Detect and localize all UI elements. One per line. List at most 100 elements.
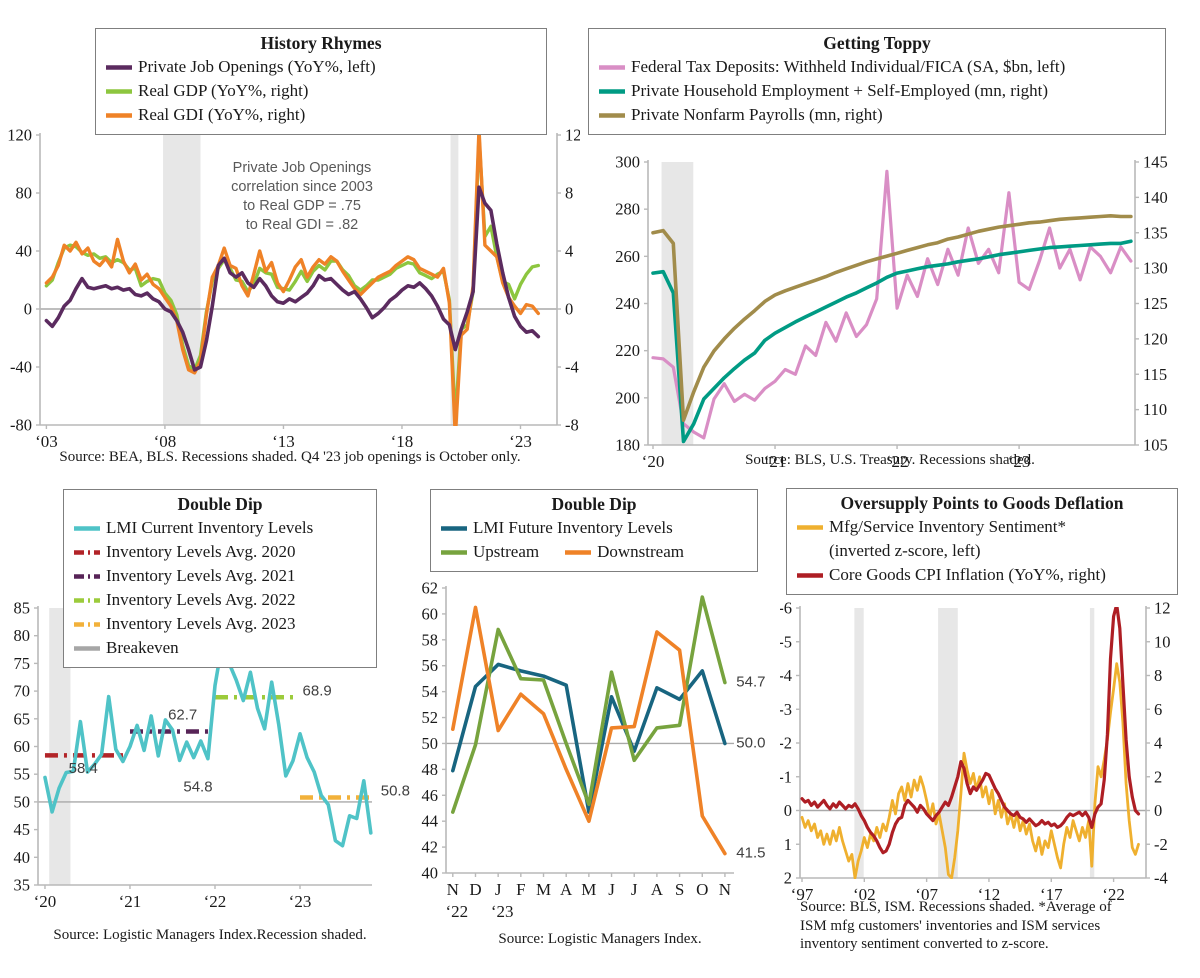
y-axis-tick-label: 0 — [784, 801, 792, 820]
y-axis-tick-label: 85 — [14, 599, 31, 618]
legend-items: LMI Future Inventory Levels Upstream Downs… — [441, 516, 747, 564]
plot-getting-toppy: 300 280 260 240 220 200 180 145 140 135 130 125 120 1… — [615, 153, 1168, 472]
series-line — [44, 134, 540, 426]
legend-line-swatch-icon — [599, 113, 625, 118]
chart-annotation: Private Job Openings — [233, 160, 372, 176]
series-group — [450, 595, 727, 856]
legend-label: LMI Current Inventory Levels — [106, 518, 314, 537]
y-axis-tick-label: 12 — [565, 126, 580, 145]
y-axis-tick-label: 80 — [14, 626, 31, 645]
legend-box-double-dip-future: Double Dip LMI Future Inventory Levels Up… — [430, 489, 758, 572]
x-axis-tick-label: D — [469, 880, 481, 899]
y-axis-tick-label: 55 — [14, 765, 31, 784]
legend-item: Mfg/Service Inventory Sentiment* (invert… — [797, 515, 1066, 563]
x-axis-tick-label: A — [560, 880, 573, 899]
legend-label: Private Household Employment + Self-Empl… — [631, 81, 1049, 100]
y-axis-tick-label: 54 — [422, 682, 439, 701]
legend-row: Federal Tax Deposits: Withheld Individua… — [599, 55, 1155, 79]
legend-label: LMI Future Inventory Levels — [473, 518, 673, 537]
legend-items: LMI Current Inventory Levels Inventory Le… — [74, 516, 366, 660]
recession-band — [854, 608, 864, 878]
legend-row: Inventory Levels Avg. 2023 — [74, 612, 366, 636]
series-group — [44, 134, 541, 426]
y-axis-tick-label: 80 — [16, 184, 33, 203]
legend-box-getting-toppy: Getting Toppy Federal Tax Deposits: With… — [588, 28, 1166, 135]
legend-line-swatch-icon — [797, 525, 823, 530]
x-axis-tick-label: M — [581, 880, 596, 899]
legend-label: Real GDI (YoY%, right) — [138, 105, 306, 124]
y-axis-tick-label: 35 — [14, 876, 31, 895]
x-axis-tick-label: ‘23 — [1008, 452, 1031, 471]
x-axis-tick-label: N — [447, 880, 459, 899]
x-axis-year-label: ‘23 — [491, 902, 514, 921]
y-axis-tick-label: -8 — [565, 416, 579, 435]
x-axis-tick-label: ‘22 — [204, 892, 227, 911]
x-axis-tick-label: J — [608, 880, 615, 899]
plot-oversupply-goods-deflation: -6-5-4-3-2-1012121086420-2-4‘97‘02‘07‘12… — [780, 599, 1171, 905]
legend-line-swatch-icon — [441, 526, 467, 531]
x-axis-tick-label: ‘21 — [764, 452, 787, 471]
y-axis-tick-label: -4 — [780, 666, 792, 685]
legend-label: Mfg/Service Inventory Sentiment* (invert… — [829, 517, 1067, 560]
legend-item: Inventory Levels Avg. 2021 — [74, 564, 295, 588]
y-axis-tick-label: 58 — [422, 630, 439, 649]
x-axis-tick-label: F — [516, 880, 525, 899]
y-axis-tick-label: 130 — [1143, 259, 1168, 278]
legend-row: Private Job Openings (YoY%, left) — [106, 55, 536, 79]
y-axis-tick-label: 2 — [784, 869, 792, 888]
chart-annotation: to Real GDI = .82 — [246, 217, 358, 233]
legend-label: Real GDP (YoY%, right) — [138, 81, 309, 100]
y-axis-tick-label: 4 — [1154, 734, 1162, 753]
y-axis-tick-label: 240 — [615, 294, 640, 313]
y-axis-tick-label: 60 — [14, 737, 31, 756]
legend-label: Inventory Levels Avg. 2020 — [106, 542, 296, 561]
x-axis-tick-label: ‘18 — [391, 432, 414, 451]
chart-title: Double Dip — [551, 494, 637, 514]
y-axis-tick-label: 120 — [7, 126, 32, 145]
legend-line-swatch-icon — [565, 550, 592, 555]
y-axis-tick-label: 45 — [14, 820, 31, 839]
series-group — [43, 642, 373, 848]
series-line — [651, 169, 1133, 440]
x-axis-tick-label: ‘22 — [886, 452, 909, 471]
y-axis-tick-label: 105 — [1143, 436, 1168, 455]
legend-label: Federal Tax Deposits: Withheld Individua… — [631, 57, 1066, 76]
y-axis-tick-label: 40 — [422, 864, 439, 883]
value-label: 50.8 — [381, 782, 410, 799]
legend-row: LMI Future Inventory Levels — [441, 516, 747, 540]
y-axis-tick-label: 300 — [615, 153, 640, 172]
legend-row: Core Goods CPI Inflation (YoY%, right) — [797, 563, 1167, 587]
y-axis-tick-label: -6 — [780, 599, 792, 618]
legend-label: Private Job Openings (YoY%, left) — [138, 57, 376, 76]
y-axis-tick-label: 42 — [422, 838, 439, 857]
legend-row: Private Nonfarm Payrolls (mn, right) — [599, 103, 1155, 127]
x-axis-tick-label: ‘20 — [642, 452, 665, 471]
legend-item: LMI Current Inventory Levels — [74, 516, 313, 540]
legend-item: Real GDP (YoY%, right) — [106, 79, 308, 103]
series-line — [651, 214, 1133, 423]
recession-band — [938, 608, 958, 878]
x-axis-tick-label: J — [631, 880, 638, 899]
y-axis-tick-label: 110 — [1143, 400, 1167, 419]
legend-label: Upstream — [473, 542, 540, 561]
legend-item: Downstream — [565, 540, 684, 564]
y-axis-tick-label: 40 — [16, 242, 33, 261]
legend-label: Inventory Levels Avg. 2023 — [106, 614, 296, 633]
legend-label: Downstream — [597, 542, 684, 561]
x-axis-tick-label: ‘13 — [272, 432, 295, 451]
y-axis-tick-label: 8 — [1154, 666, 1162, 685]
y-axis-tick-label: 125 — [1143, 294, 1168, 313]
source-note: Source: Logistic Managers Index. — [498, 931, 702, 947]
y-axis-tick-label: 1 — [784, 835, 792, 854]
legend-item: Federal Tax Deposits: Withheld Individua… — [599, 55, 1065, 79]
series-line — [800, 662, 1140, 879]
legend-item: Private Nonfarm Payrolls (mn, right) — [599, 103, 883, 127]
chart-title: Double Dip — [177, 494, 263, 514]
legend-row: Real GDP (YoY%, right) — [106, 79, 536, 103]
value-label: 58.4 — [69, 760, 98, 777]
y-axis-tick-label: 120 — [1143, 329, 1168, 348]
legend-line-swatch-icon — [797, 573, 823, 578]
legend-line-swatch-icon — [106, 89, 132, 94]
y-axis-tick-label: 6 — [1154, 700, 1162, 719]
legend-line-swatch-icon — [74, 574, 100, 579]
